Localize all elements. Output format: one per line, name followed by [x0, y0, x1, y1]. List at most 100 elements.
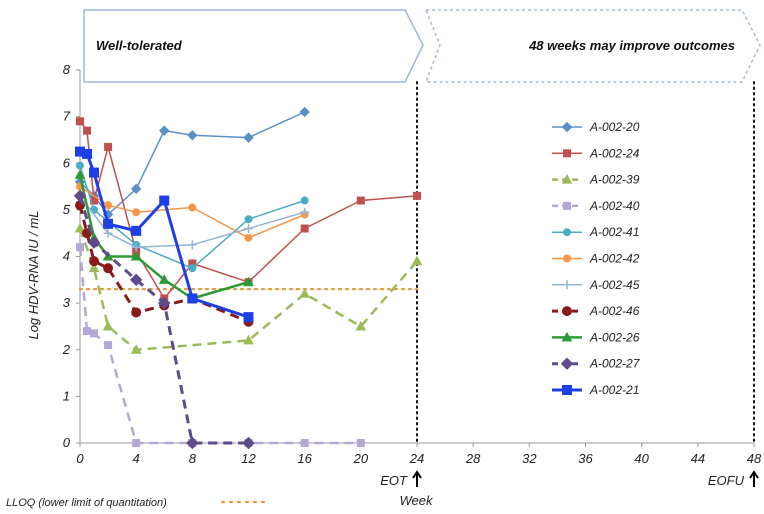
series-line [79, 150, 249, 319]
data-point [131, 307, 142, 318]
data-point [300, 207, 310, 217]
data-point [243, 276, 254, 287]
data-point [158, 296, 171, 310]
y-axis-label: Log HDV-RNA IU / mL [26, 210, 41, 339]
series-A-002-40 [76, 243, 365, 447]
banner-48-weeks-shape [424, 9, 761, 83]
data-point [131, 242, 141, 252]
y-tick-label: 2 [62, 342, 71, 357]
data-point [131, 225, 142, 236]
series-line [78, 247, 361, 445]
data-point [356, 196, 365, 205]
legend-marker [563, 149, 571, 158]
legend-item-A-002-26: A-002-26 [552, 330, 640, 344]
legend-marker [562, 385, 572, 395]
legend-label: A-002-24 [589, 146, 640, 160]
legend-marker [563, 228, 571, 237]
marker-label-eofu: EOFU [708, 473, 745, 488]
y-tick-label: 0 [63, 435, 71, 450]
data-point [104, 142, 113, 151]
data-point [188, 203, 197, 212]
data-point [130, 344, 142, 354]
data-point [130, 250, 142, 261]
data-point [300, 196, 309, 205]
data-point [243, 334, 254, 345]
data-point [129, 273, 143, 287]
data-point [104, 341, 113, 350]
y-ticks: 0 1 2 3 4 5 6 7 8 [62, 62, 80, 450]
series-group [73, 106, 423, 450]
legend-marker [561, 331, 573, 342]
data-point [300, 224, 309, 233]
x-tick-label: 0 [76, 451, 84, 466]
data-point [103, 218, 114, 229]
banner-48-weeks-text: 48 weeks may improve outcomes [528, 38, 735, 53]
legend-item-A-002-41: A-002-41 [552, 225, 639, 239]
series-A-002-39 [74, 223, 423, 354]
series-line [78, 195, 249, 445]
series-A-002-46 [75, 200, 254, 327]
legend-marker [560, 357, 574, 370]
data-point [76, 117, 84, 126]
y-tick-label: 8 [63, 62, 71, 77]
data-point [132, 439, 141, 447]
legend-label: A-002-46 [589, 304, 640, 318]
x-tick-label: 16 [297, 451, 312, 466]
banner-well-tolerated-text: Well-tolerated [96, 38, 183, 53]
x-tick-label: 32 [522, 451, 537, 466]
data-point [104, 201, 113, 210]
legend-label: A-002-27 [589, 357, 641, 371]
up-arrow-icon [412, 470, 422, 487]
banners: Well-tolerated 48 weeks may improve outc… [83, 9, 761, 83]
data-point [82, 148, 93, 159]
legend-marker [561, 174, 573, 184]
x-tick-label: 4 [133, 451, 140, 466]
data-point [188, 264, 197, 273]
legend-label: A-002-40 [589, 199, 640, 213]
series-A-002-26 [74, 169, 254, 303]
data-point [356, 439, 365, 447]
data-point [76, 243, 84, 252]
data-point [159, 195, 170, 206]
data-point [411, 255, 423, 266]
data-point [159, 125, 170, 136]
x-tick-label: 12 [241, 451, 256, 466]
legend-marker [563, 201, 571, 210]
x-tick-label: 40 [634, 451, 649, 466]
series-A-002-21 [75, 146, 254, 323]
data-point [187, 293, 198, 304]
data-point [186, 436, 199, 450]
data-point [244, 233, 253, 242]
legend-item-A-002-21: A-002-21 [552, 383, 639, 397]
data-point [83, 327, 92, 336]
data-point [187, 130, 198, 141]
x-tick-label: 48 [747, 451, 762, 466]
x-tick-label: 44 [691, 451, 705, 466]
legend-label: A-002-21 [589, 383, 639, 397]
x-ticks: 0 4 8 12 16 20 24 28 32 36 40 44 48 [76, 443, 762, 466]
data-point [242, 436, 255, 450]
x-tick-label: 8 [189, 451, 197, 466]
data-point [300, 439, 309, 447]
data-point [103, 228, 113, 238]
legend-marker [563, 254, 571, 263]
data-point [244, 224, 253, 234]
y-tick-label: 7 [63, 109, 71, 124]
banner-well-tolerated-shape [83, 9, 424, 83]
legend-item-A-002-42: A-002-42 [552, 252, 640, 266]
y-tick-label: 6 [63, 155, 71, 170]
x-tick-label: 28 [465, 451, 481, 466]
series-line [78, 228, 418, 352]
legend-item-A-002-39: A-002-39 [552, 173, 640, 187]
series-line [79, 120, 418, 300]
legend-label: A-002-26 [589, 330, 640, 344]
lloq-legend-label: LLOQ (lower limit of quantitation) [6, 497, 167, 509]
data-point [130, 183, 142, 195]
data-point [132, 208, 141, 217]
data-point [299, 288, 311, 298]
data-point [158, 274, 170, 284]
y-tick-label: 4 [63, 249, 70, 264]
legend-label: A-002-45 [589, 278, 640, 292]
legend-label: A-002-41 [589, 225, 639, 239]
